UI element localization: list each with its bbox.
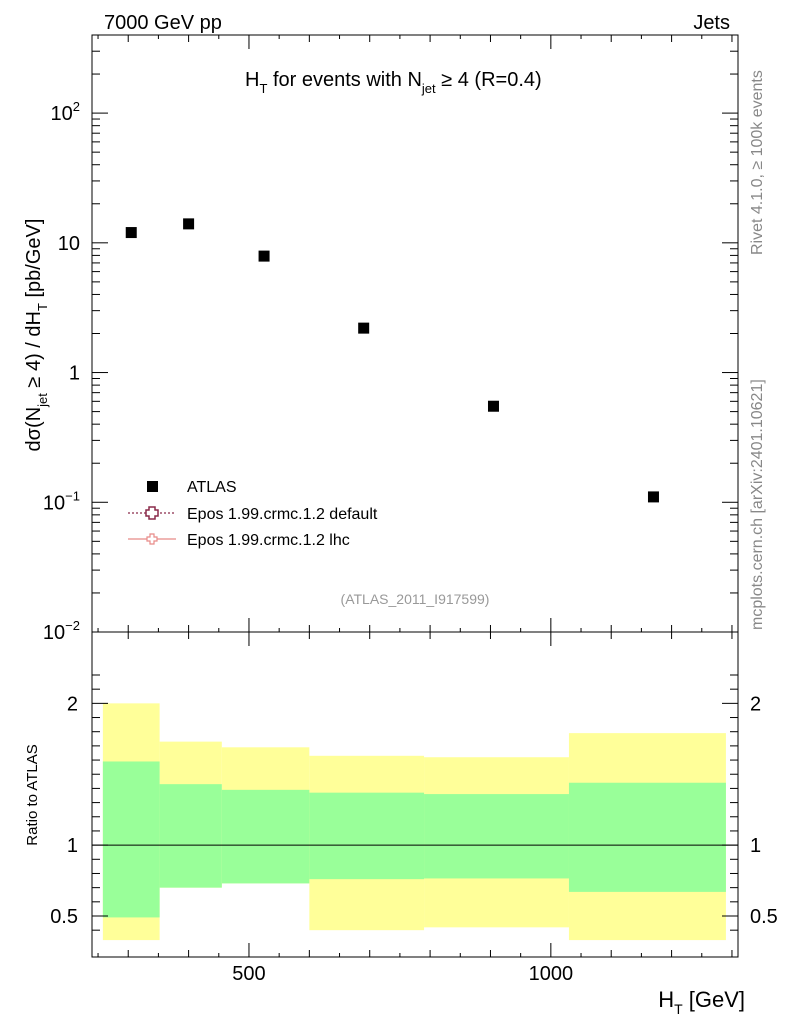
main-ticks <box>92 34 738 633</box>
data-point <box>647 491 659 503</box>
inner-band-bin <box>309 792 425 880</box>
main-y-tick-label: 10 <box>58 233 80 255</box>
data-points <box>125 218 659 503</box>
plot-title: HT for events with Njet ≥ 4 (R=0.4) <box>245 69 542 96</box>
x-axis-label: HT [GeV] <box>658 987 745 1017</box>
ratio-y-tick-label: 2 <box>67 693 78 715</box>
ratio-y-tick-label: 1 <box>67 835 78 857</box>
legend-label-epos-default: Epos 1.99.crmc.1.2 default <box>187 506 378 523</box>
rivet-label: Rivet 4.1.0, ≥ 100k events <box>749 70 766 255</box>
legend-marker-atlas <box>147 481 158 492</box>
ratio-ticks <box>92 632 738 957</box>
legend-marker-epos-default <box>145 506 159 520</box>
x-tick-labels: 500 1000 <box>232 963 573 985</box>
ratio-y-tick-labels: 0.5 0.5 1 1 2 2 <box>50 693 778 928</box>
x-tick-label: 1000 <box>529 963 574 985</box>
energy-label: 7000 GeV pp <box>104 12 222 34</box>
ratio-frame <box>91 631 739 958</box>
inner-band-bin <box>568 782 726 892</box>
legend: ATLAS Epos 1.99.crmc.1.2 default Epos 1.… <box>128 479 378 549</box>
ratio-y-tick-label-right: 0.5 <box>750 906 778 928</box>
data-point <box>487 400 499 412</box>
ratio-bands <box>102 703 726 941</box>
category-label: Jets <box>693 12 730 34</box>
main-y-tick-label: 102 <box>51 99 80 125</box>
main-y-axis-label: dσ(Njet ≥ 4) / dHT [pb/GeV] <box>23 219 50 452</box>
main-y-tick-label: 10−1 <box>43 488 80 514</box>
main-panel: 102 10 1 10−1 10−2 HT for events with Njet ≥… <box>23 34 739 644</box>
inner-band-bin <box>221 789 310 884</box>
ratio-y-tick-label-right: 2 <box>750 693 761 715</box>
legend-label-epos-lhc: Epos 1.99.crmc.1.2 lhc <box>187 532 350 549</box>
data-point <box>125 227 137 239</box>
ratio-y-axis-label: Ratio to ATLAS <box>24 744 41 845</box>
data-point <box>183 218 195 230</box>
ratio-y-tick-label: 0.5 <box>50 906 78 928</box>
analysis-watermark: (ATLAS_2011_I917599) <box>341 591 490 607</box>
main-y-tick-label: 1 <box>69 363 80 385</box>
x-tick-label: 500 <box>232 963 265 985</box>
inner-band-bin <box>424 794 569 879</box>
data-point <box>358 322 370 334</box>
main-y-tick-label: 10−2 <box>43 618 80 644</box>
data-point <box>258 250 270 262</box>
main-y-tick-labels: 102 10 1 10−1 10−2 <box>43 99 80 644</box>
inner-band-bin <box>102 761 160 918</box>
ratio-y-tick-label-right: 1 <box>750 835 761 857</box>
inner-band-bin <box>159 784 222 888</box>
legend-label-atlas: ATLAS <box>187 479 237 496</box>
ratio-panel: 0.5 0.5 1 1 2 2 500 1000 Ratio to ATLAS HT [Ge… <box>24 631 778 1017</box>
mcplots-label: mcplots.cern.ch [arXiv:2401.10621] <box>749 379 766 630</box>
legend-marker-epos-lhc <box>146 533 158 545</box>
